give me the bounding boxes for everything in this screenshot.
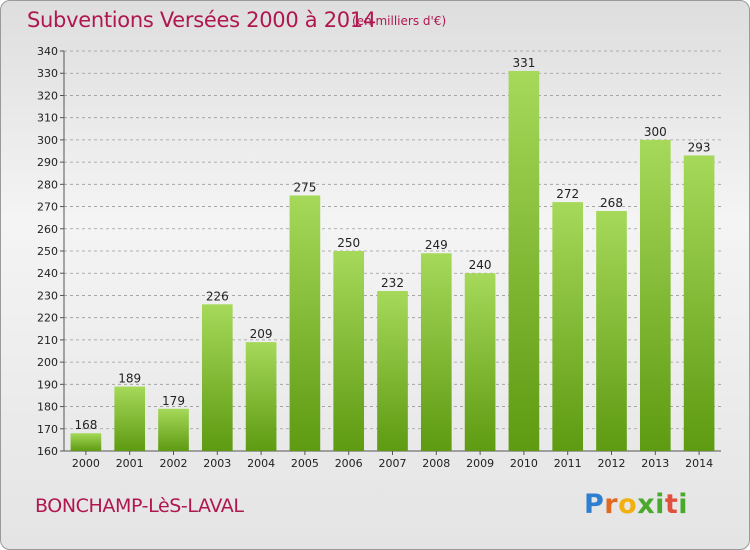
bar-2007 <box>377 291 408 451</box>
bar-2011 <box>552 202 584 451</box>
bar-2010 <box>508 71 540 451</box>
unit-label: (en milliers d'€) <box>352 14 447 28</box>
proxiti-logo[interactable]: Proxiti <box>584 489 689 520</box>
y-tick-label: 290 <box>37 156 58 169</box>
y-tick-label: 240 <box>37 267 58 280</box>
data-label-2004: 209 <box>250 327 273 341</box>
town-name: BONCHAMP-LèS-LAVAL <box>35 495 244 517</box>
data-label-2011: 272 <box>556 187 579 201</box>
y-tick-label: 300 <box>37 134 58 147</box>
data-label-2007: 232 <box>381 276 404 290</box>
data-label-2013: 300 <box>644 125 667 139</box>
y-tick-label: 280 <box>37 178 58 191</box>
data-label-2014: 293 <box>688 140 711 154</box>
y-tick-label: 260 <box>37 223 58 236</box>
x-tick-label-2014: 2014 <box>685 457 713 470</box>
chart-title: Subventions Versées 2000 à 2014 <box>27 8 376 32</box>
y-tick-label: 220 <box>37 312 58 325</box>
x-tick-label-2010: 2010 <box>510 457 538 470</box>
bar-2014 <box>683 155 715 451</box>
bar-2006 <box>333 251 365 451</box>
data-label-2005: 275 <box>293 180 316 194</box>
x-tick-label-2005: 2005 <box>291 457 319 470</box>
labels: 160 170 180 190 200 210 220 230 240 250 260 270 280 2… <box>37 45 713 470</box>
bars <box>70 71 715 451</box>
x-tick-label-2001: 2001 <box>116 457 144 470</box>
bar-2005 <box>289 195 321 451</box>
bar-2009 <box>464 273 496 451</box>
y-tick-label: 250 <box>37 245 58 258</box>
y-tick-label: 180 <box>37 401 58 414</box>
y-tick-label: 330 <box>37 67 58 80</box>
data-label-2000: 168 <box>74 418 97 432</box>
data-label-2008: 249 <box>425 238 448 252</box>
y-tick-label: 170 <box>37 423 58 436</box>
x-tick-label-2012: 2012 <box>598 457 626 470</box>
bar-2012 <box>596 211 627 451</box>
x-tick-label-2006: 2006 <box>335 457 363 470</box>
x-tick-label-2009: 2009 <box>466 457 494 470</box>
data-label-2010: 331 <box>512 56 535 70</box>
y-tick-label: 310 <box>37 112 58 125</box>
data-label-2009: 240 <box>469 258 492 272</box>
y-tick-label: 340 <box>37 45 58 58</box>
data-label-2001: 189 <box>118 372 141 386</box>
bar-2002 <box>158 408 189 451</box>
bar-2013 <box>639 139 671 451</box>
bar-2004 <box>245 342 277 451</box>
data-label-2012: 268 <box>600 196 623 210</box>
x-tick-label-2011: 2011 <box>554 457 582 470</box>
y-tick-label: 270 <box>37 201 58 214</box>
bar-2001 <box>114 386 146 451</box>
x-tick-label-2003: 2003 <box>203 457 231 470</box>
y-tick-label: 200 <box>37 356 58 369</box>
bar-2000 <box>70 433 102 451</box>
y-tick-label: 190 <box>37 378 58 391</box>
data-label-2002: 179 <box>162 394 185 408</box>
bar-2008 <box>420 253 452 451</box>
x-tick-label-2000: 2000 <box>72 457 100 470</box>
y-tick-label: 320 <box>37 89 58 102</box>
y-tick-label: 230 <box>37 289 58 302</box>
bar-2003 <box>201 304 233 451</box>
y-tick-label: 210 <box>37 334 58 347</box>
x-tick-label-2002: 2002 <box>160 457 188 470</box>
x-tick-label-2008: 2008 <box>422 457 450 470</box>
data-label-2006: 250 <box>337 236 360 250</box>
y-tick-label: 160 <box>37 445 58 458</box>
x-tick-label-2013: 2013 <box>641 457 669 470</box>
x-tick-label-2007: 2007 <box>379 457 407 470</box>
data-label-2003: 226 <box>206 289 229 303</box>
x-tick-label-2004: 2004 <box>247 457 275 470</box>
